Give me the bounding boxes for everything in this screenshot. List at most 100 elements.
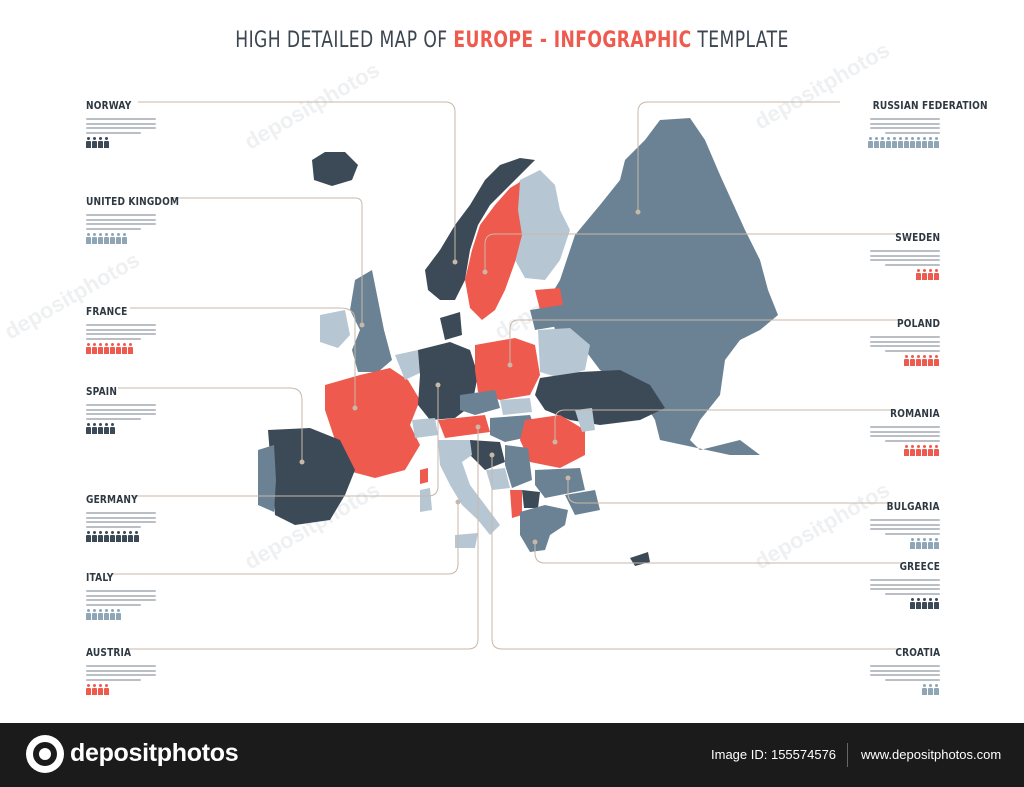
- region-cyprus: [630, 552, 650, 566]
- label-italy-name: ITALY: [86, 572, 114, 584]
- leader-norway: [138, 101, 456, 262]
- person-icon: [104, 608, 109, 620]
- leader-croatia: [491, 455, 900, 650]
- label-france-text-lines: [86, 324, 172, 340]
- person-icon: [116, 342, 121, 354]
- person-icon: [92, 136, 97, 148]
- region-moldova: [575, 408, 595, 432]
- person-icon: [868, 136, 873, 148]
- region-sardinia: [420, 488, 432, 512]
- leader-russia: [637, 101, 840, 212]
- leader-sweden: [484, 233, 900, 272]
- person-icon: [104, 683, 109, 695]
- person-icon: [98, 136, 103, 148]
- dot-russia: [635, 209, 641, 215]
- person-icon: [98, 422, 103, 434]
- region-norway: [425, 158, 535, 300]
- label-germany-people: [86, 530, 172, 542]
- label-norway: NORWAY: [86, 96, 172, 148]
- person-icon: [92, 683, 97, 695]
- leader-italy: [112, 502, 459, 575]
- region-austria: [438, 415, 490, 438]
- person-icon: [886, 136, 891, 148]
- label-croatia-people: [854, 683, 940, 695]
- person-icon: [128, 342, 133, 354]
- region-czech: [460, 390, 500, 415]
- dot-france: [352, 405, 358, 411]
- person-icon: [928, 268, 933, 280]
- region-portugal: [258, 445, 276, 512]
- label-italy-people: [86, 608, 172, 620]
- person-icon: [916, 537, 921, 549]
- label-poland-people: [854, 354, 940, 366]
- person-icon: [916, 268, 921, 280]
- footer-image-id: Image ID: 155574576: [711, 747, 837, 762]
- dot-spain: [299, 459, 305, 465]
- person-icon: [104, 422, 109, 434]
- label-austria-text-lines: [86, 665, 172, 681]
- label-united-kingdom: UNITED KINGDOM: [86, 192, 179, 244]
- person-icon: [910, 136, 915, 148]
- person-icon: [122, 342, 127, 354]
- label-greece-people: [854, 597, 940, 609]
- label-united-kingdom-name: UNITED KINGDOM: [86, 196, 180, 208]
- person-icon: [86, 422, 91, 434]
- label-spain-text-lines: [86, 404, 172, 420]
- label-norway-name: NORWAY: [86, 100, 132, 112]
- leader-poland: [509, 319, 900, 365]
- person-icon: [916, 136, 921, 148]
- person-icon: [128, 530, 133, 542]
- region-benelux: [395, 350, 422, 380]
- label-spain-people: [86, 422, 172, 434]
- person-icon: [928, 444, 933, 456]
- person-icon: [928, 136, 933, 148]
- region-poland: [475, 338, 540, 400]
- label-austria-name: AUSTRIA: [86, 647, 132, 659]
- label-norway-people: [86, 136, 172, 148]
- label-austria: AUSTRIA: [86, 643, 172, 695]
- label-russia-people: [854, 136, 940, 148]
- dot-austria: [475, 424, 481, 430]
- label-poland-text-lines: [854, 336, 940, 352]
- depositphotos-logo-icon: [26, 735, 64, 773]
- person-icon: [104, 232, 109, 244]
- label-poland: POLAND: [854, 314, 940, 366]
- leader-spain: [118, 387, 303, 462]
- label-sweden-name: SWEDEN: [895, 232, 940, 244]
- person-icon: [98, 530, 103, 542]
- region-sicily: [455, 533, 478, 548]
- footer-site-link[interactable]: www.depositphotos.com: [861, 747, 1002, 762]
- region-italy: [438, 440, 500, 535]
- person-icon: [122, 232, 127, 244]
- label-romania-people: [854, 444, 940, 456]
- person-icon: [134, 530, 139, 542]
- person-icon: [922, 268, 927, 280]
- label-italy-text-lines: [86, 590, 172, 606]
- region-belarus: [538, 328, 590, 378]
- person-icon: [98, 342, 103, 354]
- person-icon: [922, 354, 927, 366]
- person-icon: [98, 608, 103, 620]
- person-icon: [116, 608, 121, 620]
- person-icon: [98, 232, 103, 244]
- region-denmark: [440, 312, 462, 340]
- footer-brand: depositphotos: [70, 739, 239, 767]
- person-icon: [910, 354, 915, 366]
- person-icon: [86, 683, 91, 695]
- region-romania: [520, 415, 585, 468]
- person-icon: [86, 608, 91, 620]
- label-russia-name: RUSSIAN FEDERATION: [872, 100, 988, 112]
- leader-france: [130, 307, 356, 408]
- label-germany: GERMANY: [86, 490, 172, 542]
- label-austria-people: [86, 683, 172, 695]
- region-macedonia: [522, 490, 540, 508]
- region-iceland: [312, 152, 358, 186]
- label-italy: ITALY: [86, 568, 172, 620]
- person-icon: [92, 342, 97, 354]
- person-icon: [928, 683, 933, 695]
- label-spain-name: SPAIN: [86, 386, 118, 398]
- person-icon: [904, 136, 909, 148]
- person-icon: [922, 537, 927, 549]
- region-uk: [350, 270, 392, 372]
- region-bulgaria: [535, 468, 585, 498]
